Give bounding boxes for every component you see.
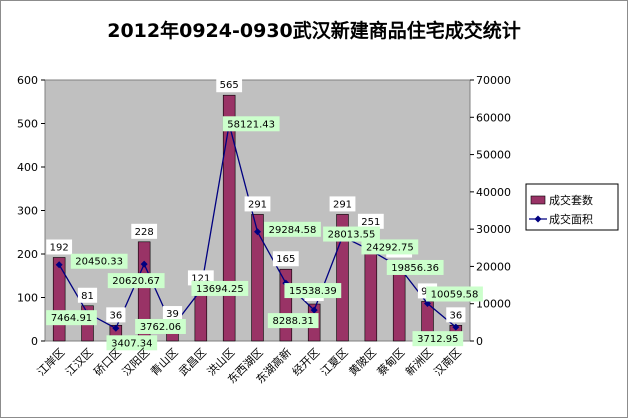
- area-value-label: 13694.25: [196, 284, 244, 295]
- area-value-label: 3407.34: [111, 338, 152, 349]
- y-left-tick-label: 0: [31, 335, 38, 348]
- area-label-bg: [426, 286, 483, 302]
- area-label-bg: [264, 221, 321, 237]
- y-left-tick-label: 500: [17, 118, 38, 131]
- area-label-bg: [386, 259, 444, 275]
- area-point: [452, 323, 460, 331]
- legend-bar-swatch: [530, 195, 546, 205]
- y-right-tick-label: 50000: [476, 149, 511, 162]
- area-label-bg: [267, 313, 319, 329]
- bar-label-bg: [46, 239, 73, 255]
- bar-label-bg: [131, 223, 158, 239]
- area-value-label: 58121.43: [227, 119, 275, 130]
- y-right-tick-label: 10000: [476, 298, 511, 311]
- area-point: [310, 306, 318, 314]
- area-value-label: 20450.33: [75, 257, 123, 268]
- area-label-bg: [284, 283, 342, 299]
- y-left-tick-label: 600: [17, 74, 38, 87]
- area-value-label: 3762.06: [140, 322, 181, 333]
- area-value-label: 29284.58: [269, 225, 317, 236]
- category-label: 武昌区: [176, 346, 209, 379]
- category-label: 新洲区: [402, 345, 435, 378]
- area-label-bg: [46, 310, 97, 326]
- bar-value-label: 39: [166, 309, 179, 320]
- area-label-bg: [106, 335, 158, 351]
- bar-label-bg: [106, 307, 126, 323]
- y-right-tick-label: 60000: [476, 111, 511, 124]
- chart-title: 2012年0924-0930武汉新建商品住宅成交统计: [107, 19, 521, 42]
- y-right-tick-label: 30000: [476, 223, 511, 236]
- bar: [222, 94, 236, 342]
- area-point: [140, 260, 148, 268]
- legend-line-marker: [534, 215, 542, 223]
- bar: [279, 268, 293, 342]
- category-label: 青山区: [148, 346, 181, 379]
- category-label: 江岸区: [35, 346, 68, 379]
- bar-value-label: 165: [276, 254, 295, 265]
- category-label: 蔡甸区: [375, 346, 408, 379]
- bar-label-bg: [77, 287, 98, 303]
- bar: [52, 257, 66, 342]
- area-label-bg: [323, 226, 380, 242]
- category-label: 江夏区: [318, 346, 351, 379]
- area-value-label: 15538.39: [289, 286, 337, 297]
- area-value-label: 10059.58: [431, 289, 479, 300]
- area-label-bg: [70, 253, 128, 269]
- bar-value-label: 291: [333, 199, 352, 210]
- y-left-tick-label: 100: [17, 292, 38, 305]
- bar-value-label: 192: [50, 242, 69, 253]
- bar-value-label: 121: [191, 273, 210, 284]
- bar-label-bg: [272, 251, 299, 267]
- category-label: 汉阳区: [120, 346, 153, 379]
- y-right-tick-label: 70000: [476, 74, 511, 87]
- category-label: 江汉区: [63, 346, 96, 379]
- bar-label-bg: [216, 77, 243, 93]
- y-right-tick-label: 20000: [476, 260, 511, 273]
- area-label-bg: [222, 116, 280, 132]
- area-label-bg: [191, 280, 249, 296]
- area-value-label: 20620.67: [112, 276, 160, 287]
- legend-line-label: 成交面积: [549, 212, 593, 226]
- area-label-bg: [135, 318, 186, 334]
- area-value-label: 19856.36: [391, 263, 439, 274]
- bar-label-bg: [329, 196, 356, 212]
- bar-value-label: 36: [449, 310, 462, 321]
- bar-value-label: 228: [135, 227, 154, 238]
- bar-value-label: 251: [361, 217, 380, 228]
- bar: [336, 214, 349, 342]
- y-left-tick-label: 400: [17, 161, 38, 174]
- area-label-bg: [412, 331, 464, 347]
- legend-box: [525, 183, 619, 231]
- legend-bar-label: 成交套数: [549, 193, 593, 207]
- bar-label-bg: [446, 307, 466, 323]
- category-label: 汉南区: [431, 346, 464, 379]
- bar-label-bg: [162, 306, 183, 322]
- area-value-label: 7464.91: [51, 313, 92, 324]
- bar-value-label: 291: [248, 199, 267, 210]
- bar-label-bg: [244, 196, 271, 212]
- category-label: 经开区: [290, 346, 323, 379]
- area-point: [254, 228, 261, 236]
- category-label: 硚口区: [91, 346, 124, 379]
- category-label: 黄陂区: [346, 345, 379, 378]
- y-right-tick-label: 40000: [476, 186, 511, 199]
- y-right-tick-label: 0: [476, 335, 483, 348]
- bar-value-label: 36: [109, 310, 122, 321]
- area-label-bg: [361, 239, 419, 255]
- area-point: [112, 324, 120, 332]
- bar: [251, 214, 264, 342]
- area-value-label: 8288.31: [272, 316, 313, 327]
- area-point: [55, 261, 63, 269]
- y-left-tick-label: 300: [17, 205, 38, 218]
- area-value-label: 24292.75: [366, 242, 414, 253]
- area-point: [424, 299, 431, 307]
- bar-value-label: 565: [220, 80, 239, 91]
- area-value-label: 3712.95: [417, 334, 458, 345]
- y-left-tick-label: 200: [17, 248, 38, 261]
- bar-label-bg: [357, 213, 384, 229]
- area-label-bg: [107, 273, 165, 289]
- bar-value-label: 81: [81, 291, 94, 302]
- area-value-label: 28013.55: [328, 230, 376, 241]
